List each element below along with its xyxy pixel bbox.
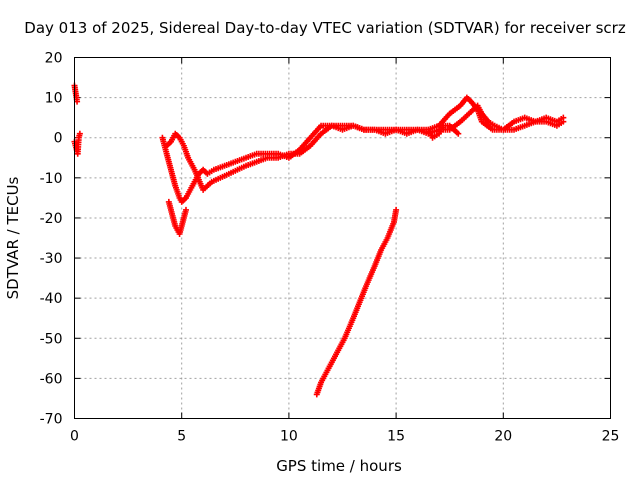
- data-point: [74, 98, 81, 105]
- y-tick-label: -20: [40, 211, 63, 227]
- y-tick-label: -10: [40, 171, 63, 187]
- y-tick-label: -40: [40, 291, 63, 307]
- x-tick-label: 20: [494, 429, 512, 445]
- data-point: [455, 130, 462, 137]
- data-point: [393, 206, 400, 213]
- series-segment-f: [425, 122, 462, 141]
- x-tick-label: 25: [602, 429, 620, 445]
- y-tick-label: -70: [40, 412, 63, 428]
- y-axis-label: SDTVAR / TECUs: [4, 176, 22, 299]
- y-tick-label: -50: [40, 331, 63, 347]
- y-tick-labels: 20 10 0 -10 -20 -30 -40 -50 -60 -70: [40, 51, 63, 428]
- y-tick-label: 10: [45, 91, 63, 107]
- y-tick-label: -30: [40, 251, 63, 267]
- x-tick-label: 15: [387, 429, 405, 445]
- data-series: [71, 82, 567, 398]
- data-point: [76, 130, 83, 137]
- x-tick-labels: 0 5 10 15 20 25: [70, 429, 619, 445]
- y-tick-label: -60: [40, 371, 63, 387]
- series-segment-g: [313, 206, 400, 398]
- series-segment-b: [71, 82, 81, 105]
- series-segment-e: [165, 198, 189, 237]
- plot-frame: [74, 57, 611, 419]
- y-tick-label: 20: [45, 51, 63, 67]
- x-tick-label: 0: [70, 429, 79, 445]
- data-point: [560, 114, 567, 121]
- data-point: [182, 206, 189, 213]
- series-segment-d: [163, 102, 567, 193]
- chart-title: Day 013 of 2025, Sidereal Day-to-day VTE…: [24, 19, 626, 37]
- y-tick-label: 0: [54, 131, 63, 147]
- x-axis-label: GPS time / hours: [276, 457, 402, 475]
- x-tick-label: 5: [177, 429, 186, 445]
- x-tick-label: 10: [280, 429, 298, 445]
